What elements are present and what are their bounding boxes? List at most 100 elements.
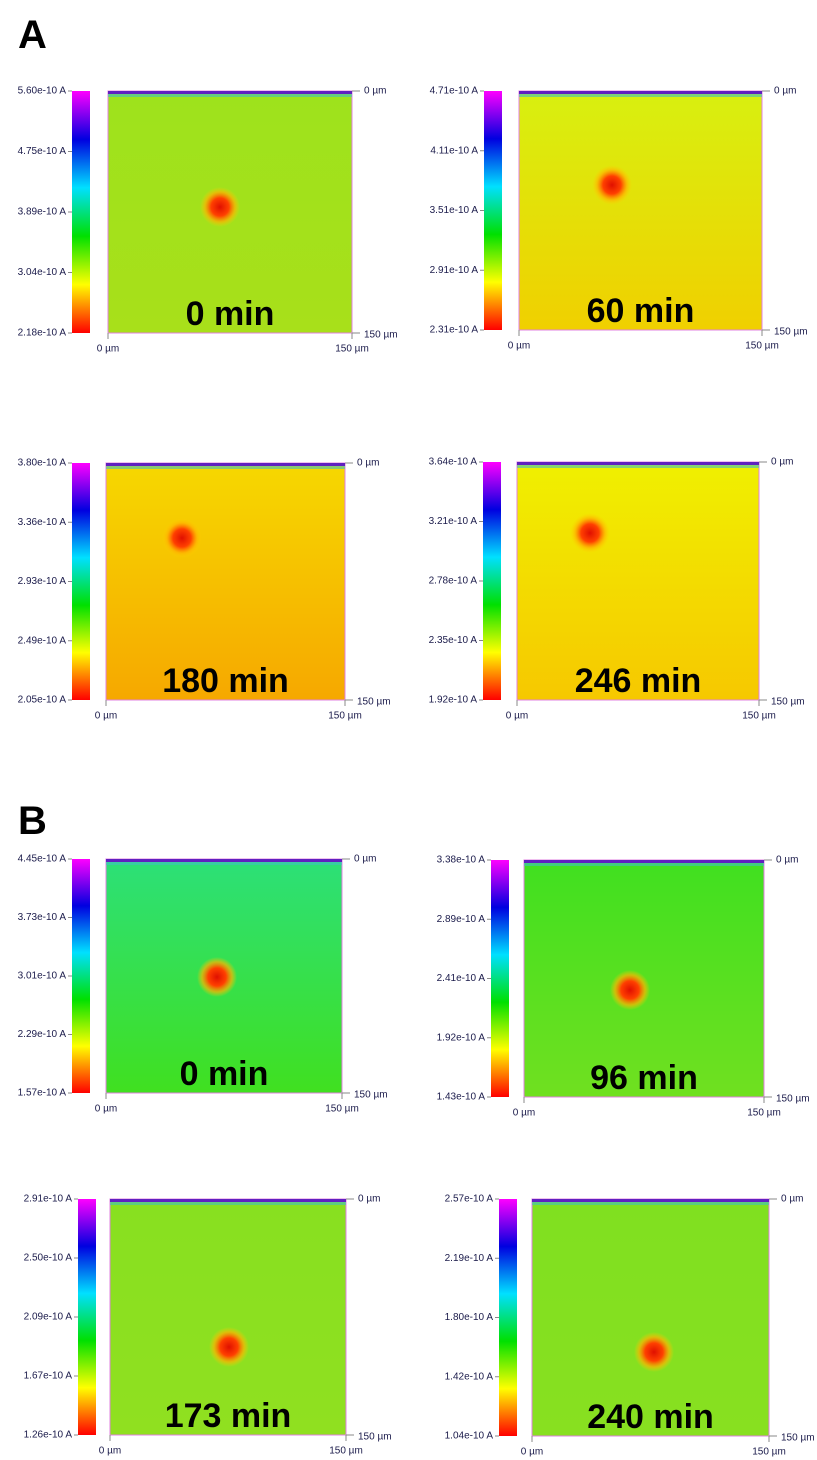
- time-label: 96 min: [590, 1059, 698, 1097]
- scan-top-edge: [517, 462, 759, 465]
- time-label: 173 min: [165, 1397, 292, 1435]
- colorbar-tick-label: 2.35e-10 A: [429, 635, 478, 646]
- colorbar-tick-label: 2.31e-10 A: [430, 325, 479, 336]
- colorbar-tick-label: 3.04e-10 A: [18, 267, 67, 278]
- y-axis-label: 150 µm: [354, 1090, 388, 1101]
- scan-top-edge: [524, 860, 764, 863]
- y-axis-label: 0 µm: [357, 458, 379, 469]
- active-spot: [610, 970, 650, 1010]
- time-label: 240 min: [587, 1398, 714, 1436]
- colorbar-tick-label: 4.75e-10 A: [18, 146, 67, 157]
- y-axis-label: 150 µm: [776, 1094, 810, 1105]
- active-spot: [592, 165, 632, 205]
- active-spot: [209, 1327, 249, 1367]
- scan-top-edge: [106, 463, 345, 466]
- scan-top-edge: [110, 1202, 346, 1205]
- y-axis-label: 150 µm: [774, 327, 808, 338]
- x-axis-label: 150 µm: [742, 711, 776, 722]
- y-axis-label: 150 µm: [771, 697, 805, 708]
- x-axis-label: 0 µm: [95, 711, 117, 722]
- scan-top-edge: [106, 862, 342, 865]
- colorbar-tick-label: 1.67e-10 A: [24, 1371, 73, 1382]
- colorbar-tick-label: 1.92e-10 A: [437, 1032, 486, 1043]
- colorbar-tick-label: 3.21e-10 A: [429, 516, 478, 527]
- scan-top-edge: [108, 91, 352, 94]
- colorbar-tick-label: 4.71e-10 A: [430, 86, 479, 97]
- section-label: B: [18, 799, 47, 843]
- x-axis-label: 0 µm: [521, 1447, 543, 1458]
- colorbar-tick-label: 2.29e-10 A: [18, 1029, 67, 1040]
- x-axis-label: 150 µm: [745, 341, 779, 352]
- y-axis-label: 0 µm: [774, 86, 796, 97]
- colorbar-tick-label: 1.26e-10 A: [24, 1430, 73, 1441]
- scan-image: [516, 461, 760, 701]
- colorbar-tick-label: 2.05e-10 A: [18, 695, 67, 706]
- colorbar-tick-label: 3.80e-10 A: [18, 458, 67, 469]
- y-axis-label: 150 µm: [364, 330, 398, 341]
- colorbar: [484, 91, 502, 330]
- y-axis-label: 150 µm: [358, 1432, 392, 1443]
- colorbar: [72, 859, 90, 1093]
- colorbar: [483, 462, 501, 700]
- time-label: 60 min: [587, 292, 695, 330]
- colorbar-tick-label: 2.91e-10 A: [430, 265, 479, 276]
- colorbar-tick-label: 3.36e-10 A: [18, 517, 67, 528]
- colorbar-tick-label: 2.91e-10 A: [24, 1194, 73, 1205]
- colorbar-tick-label: 3.51e-10 A: [430, 205, 479, 216]
- x-axis-label: 0 µm: [97, 344, 119, 355]
- y-axis-label: 0 µm: [781, 1194, 803, 1205]
- x-axis-label: 0 µm: [95, 1104, 117, 1115]
- scan-top-edge: [108, 94, 352, 97]
- scan-image: [105, 462, 346, 701]
- colorbar-tick-label: 2.78e-10 A: [429, 576, 478, 587]
- x-axis-label: 0 µm: [506, 711, 528, 722]
- colorbar: [72, 463, 90, 700]
- x-axis-label: 150 µm: [752, 1447, 786, 1458]
- scan-top-edge: [519, 94, 762, 97]
- x-axis-label: 0 µm: [99, 1446, 121, 1457]
- colorbar-tick-label: 2.19e-10 A: [445, 1253, 494, 1264]
- colorbar-tick-label: 1.04e-10 A: [445, 1431, 494, 1442]
- active-spot: [162, 518, 202, 558]
- colorbar-tick-label: 2.49e-10 A: [18, 635, 67, 646]
- colorbar-tick-label: 2.09e-10 A: [24, 1312, 73, 1323]
- y-axis-label: 0 µm: [354, 854, 376, 865]
- scan-image: [531, 1198, 770, 1437]
- y-axis-label: 150 µm: [357, 697, 391, 708]
- colorbar-tick-label: 2.50e-10 A: [24, 1253, 73, 1264]
- section-label: A: [18, 13, 47, 57]
- colorbar-tick-label: 3.38e-10 A: [437, 855, 486, 866]
- colorbar: [491, 860, 509, 1097]
- scan-top-edge: [106, 859, 342, 862]
- scan-top-edge: [517, 465, 759, 468]
- x-axis-label: 150 µm: [329, 1446, 363, 1457]
- x-axis-label: 0 µm: [513, 1108, 535, 1119]
- colorbar-tick-label: 2.89e-10 A: [437, 914, 486, 925]
- active-spot: [200, 187, 240, 227]
- scan-top-edge: [532, 1202, 769, 1205]
- y-axis-label: 150 µm: [781, 1433, 815, 1444]
- active-spot: [570, 513, 610, 553]
- scan-top-edge: [524, 863, 764, 866]
- scan-top-edge: [532, 1199, 769, 1202]
- time-label: 246 min: [575, 662, 702, 700]
- colorbar-tick-label: 3.73e-10 A: [18, 912, 67, 923]
- colorbar-tick-label: 2.18e-10 A: [18, 328, 67, 339]
- scan-image: [518, 90, 763, 331]
- colorbar-tick-label: 1.80e-10 A: [445, 1312, 494, 1323]
- colorbar-tick-label: 2.41e-10 A: [437, 973, 486, 984]
- colorbar-tick-label: 2.93e-10 A: [18, 576, 67, 587]
- scan-top-edge: [519, 91, 762, 94]
- y-axis-label: 0 µm: [364, 86, 386, 97]
- colorbar-tick-label: 4.45e-10 A: [18, 854, 67, 865]
- y-axis-label: 0 µm: [358, 1194, 380, 1205]
- scan-top-edge: [106, 466, 345, 469]
- y-axis-label: 0 µm: [771, 457, 793, 468]
- colorbar-tick-label: 3.01e-10 A: [18, 971, 67, 982]
- colorbar-tick-label: 1.92e-10 A: [429, 695, 478, 706]
- colorbar: [72, 91, 90, 333]
- colorbar: [499, 1199, 517, 1436]
- colorbar-tick-label: 1.43e-10 A: [437, 1092, 486, 1103]
- colorbar-tick-label: 3.89e-10 A: [18, 207, 67, 218]
